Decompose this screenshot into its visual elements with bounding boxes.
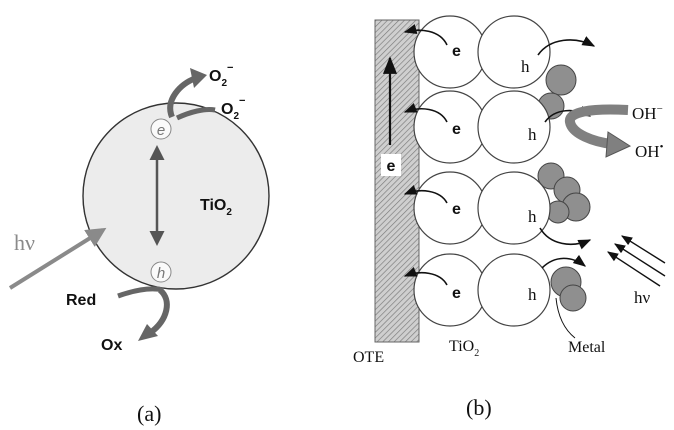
oxidation-arrow [565, 104, 629, 149]
hole-label-b-4: h [528, 285, 537, 304]
electron-label-b-4: e [452, 285, 461, 302]
hole-label-b-3: h [528, 207, 537, 226]
hole-marker [150, 261, 172, 283]
ote-label: OTE [353, 349, 384, 366]
electron-transfer-arrow [167, 75, 198, 119]
electron-label-b-3: e [452, 201, 461, 218]
ox-label: Ox [101, 337, 122, 354]
metal-label: Metal [568, 339, 606, 356]
electron-label-b-1: e [452, 43, 461, 60]
electron-label-b-2: e [452, 121, 461, 138]
electron-flow-label: e [387, 158, 396, 175]
o2-product-label: O2− [209, 62, 233, 89]
ote-electrode [374, 19, 420, 343]
red-label: Red [66, 292, 96, 309]
hole-label-b-1: h [521, 57, 530, 76]
caption-a: (a) [137, 401, 161, 426]
tio2-label-a: TiO2 [200, 197, 232, 218]
panel-a: e h O2− O2− Au TiO2 hν Red Ox (a) [8, 62, 270, 426]
oh-minus-label: OH− [632, 103, 663, 123]
light-arrows-b [607, 235, 666, 287]
tio2-spheres [413, 15, 551, 327]
oh-radical-label: OH• [635, 141, 664, 161]
electron-label: e [157, 122, 165, 139]
o2-reactant-label: O2− [221, 95, 245, 122]
electron-injection-arrows [403, 24, 448, 286]
hv-label-a: hν [14, 230, 35, 255]
electron-marker [150, 118, 172, 140]
tio2-particle [82, 102, 270, 290]
metal-particles [537, 64, 591, 312]
au-label: Au [61, 180, 81, 197]
hole-transfer-arrow [117, 286, 164, 299]
hv-label-b: hν [634, 288, 651, 307]
caption-b: (b) [466, 395, 492, 420]
panel-b: e e e e e h h h h OH− OH [353, 15, 666, 420]
tio2-label-b: TiO2 [449, 338, 479, 359]
light-arrow-a [8, 227, 107, 290]
hole-label-b-2: h [528, 125, 537, 144]
hole-label: h [157, 265, 165, 282]
